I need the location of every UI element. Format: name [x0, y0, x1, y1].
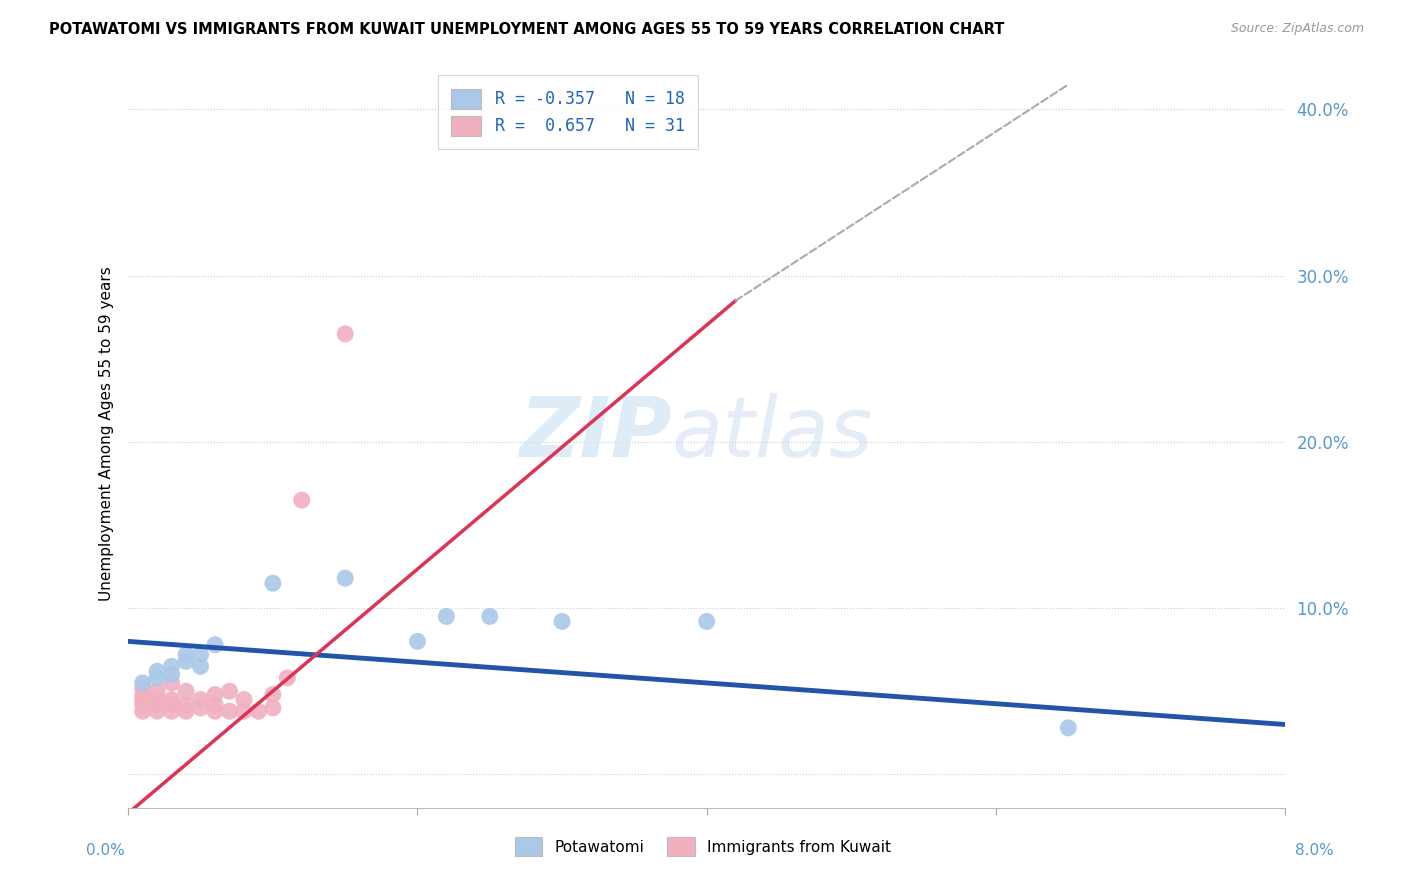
Text: POTAWATOMI VS IMMIGRANTS FROM KUWAIT UNEMPLOYMENT AMONG AGES 55 TO 59 YEARS CORR: POTAWATOMI VS IMMIGRANTS FROM KUWAIT UNE…	[49, 22, 1004, 37]
Point	[190, 692, 212, 706]
Point	[436, 609, 458, 624]
Point	[160, 667, 183, 681]
Point	[218, 704, 240, 718]
Point	[233, 704, 256, 718]
Point	[190, 659, 212, 673]
Point	[132, 688, 155, 702]
Point	[146, 671, 169, 685]
Point	[132, 704, 155, 718]
Point	[696, 615, 718, 629]
Point	[247, 704, 270, 718]
Point	[160, 659, 183, 673]
Point	[190, 648, 212, 662]
Point	[174, 684, 197, 698]
Point	[204, 688, 226, 702]
Point	[132, 698, 155, 712]
Text: Source: ZipAtlas.com: Source: ZipAtlas.com	[1230, 22, 1364, 36]
Point	[262, 576, 284, 591]
Point	[190, 701, 212, 715]
Point	[335, 326, 357, 341]
Y-axis label: Unemployment Among Ages 55 to 59 years: Unemployment Among Ages 55 to 59 years	[100, 266, 114, 601]
Point	[204, 638, 226, 652]
Point	[132, 692, 155, 706]
Point	[174, 648, 197, 662]
Point	[160, 704, 183, 718]
Point	[160, 676, 183, 690]
Point	[1057, 721, 1080, 735]
Point	[335, 571, 357, 585]
Point	[218, 684, 240, 698]
Point	[406, 634, 429, 648]
Legend: Potawatomi, Immigrants from Kuwait: Potawatomi, Immigrants from Kuwait	[509, 831, 897, 862]
Point	[478, 609, 501, 624]
Text: 0.0%: 0.0%	[86, 843, 125, 858]
Point	[146, 684, 169, 698]
Point	[204, 698, 226, 712]
Point	[132, 676, 155, 690]
Point	[146, 698, 169, 712]
Text: atlas: atlas	[672, 393, 873, 475]
Point	[276, 671, 298, 685]
Point	[160, 698, 183, 712]
Point	[174, 704, 197, 718]
Point	[160, 692, 183, 706]
Point	[291, 493, 314, 508]
Point	[174, 654, 197, 668]
Point	[146, 692, 169, 706]
Text: 8.0%: 8.0%	[1295, 843, 1334, 858]
Point	[262, 688, 284, 702]
Point	[204, 704, 226, 718]
Point	[174, 698, 197, 712]
Point	[146, 665, 169, 679]
Point	[262, 701, 284, 715]
Point	[146, 704, 169, 718]
Point	[551, 615, 574, 629]
Point	[233, 692, 256, 706]
Legend: R = -0.357   N = 18, R =  0.657   N = 31: R = -0.357 N = 18, R = 0.657 N = 31	[437, 76, 697, 150]
Point	[132, 681, 155, 695]
Text: ZIP: ZIP	[519, 393, 672, 475]
